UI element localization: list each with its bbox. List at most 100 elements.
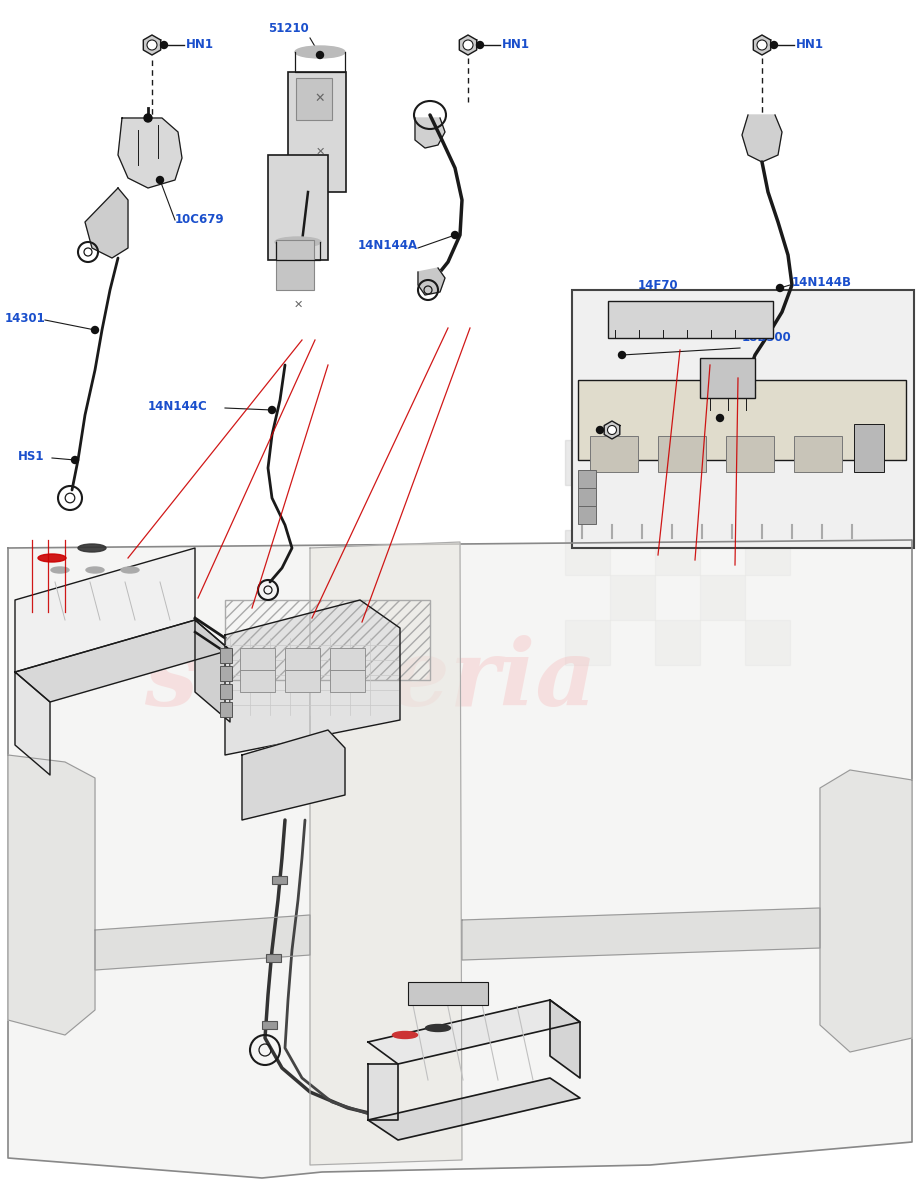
Polygon shape [195, 620, 230, 722]
Text: ✕: ✕ [293, 300, 302, 310]
Bar [272, 876, 287, 884]
Bar [655, 440, 700, 485]
Bar [288, 72, 346, 192]
Bar [220, 648, 232, 662]
Polygon shape [820, 770, 912, 1052]
Polygon shape [118, 118, 182, 188]
Bar [565, 440, 610, 485]
Ellipse shape [295, 46, 345, 58]
Bar [240, 648, 275, 670]
Polygon shape [310, 542, 462, 1165]
Text: 18B300: 18B300 [742, 331, 792, 344]
Polygon shape [242, 730, 345, 820]
Text: HS1: HS1 [18, 450, 44, 462]
Circle shape [72, 456, 78, 463]
Circle shape [477, 42, 483, 48]
Bar [590, 436, 638, 472]
Bar [276, 240, 314, 290]
Ellipse shape [51, 566, 69, 572]
Bar [220, 666, 232, 680]
Circle shape [776, 284, 784, 292]
Text: 14N144C: 14N144C [148, 400, 207, 413]
Bar [578, 506, 596, 524]
Bar [240, 670, 275, 692]
Text: 14N144B: 14N144B [792, 276, 852, 289]
Bar [285, 670, 320, 692]
Ellipse shape [393, 1032, 418, 1038]
Circle shape [147, 40, 157, 50]
Bar [854, 424, 884, 472]
Text: HN1: HN1 [796, 38, 824, 52]
Polygon shape [15, 672, 50, 775]
Polygon shape [418, 268, 445, 295]
Ellipse shape [38, 554, 66, 562]
Polygon shape [143, 35, 160, 55]
Bar [578, 488, 596, 506]
Bar [610, 485, 655, 530]
Polygon shape [15, 620, 230, 702]
Bar [266, 954, 281, 962]
Circle shape [452, 232, 458, 239]
Circle shape [463, 40, 473, 50]
Bar [700, 575, 745, 620]
Text: ✕: ✕ [315, 146, 325, 157]
Text: 14A163: 14A163 [748, 402, 798, 414]
Text: HN2: HN2 [590, 424, 618, 437]
Polygon shape [368, 1000, 580, 1064]
Circle shape [268, 407, 276, 414]
Bar [296, 78, 332, 120]
Bar [220, 702, 232, 716]
Text: 14F70: 14F70 [638, 278, 679, 292]
Bar [726, 436, 774, 472]
Bar [700, 485, 745, 530]
Polygon shape [368, 1078, 580, 1140]
Circle shape [597, 426, 604, 433]
Circle shape [716, 414, 724, 421]
Polygon shape [604, 421, 620, 439]
Text: 14N144A: 14N144A [358, 240, 418, 252]
Bar [565, 620, 610, 665]
Bar [610, 575, 655, 620]
Bar [578, 380, 906, 460]
Circle shape [160, 42, 168, 48]
Bar [608, 301, 773, 338]
Text: HN1: HN1 [502, 38, 530, 52]
Bar [330, 670, 365, 692]
Circle shape [771, 42, 777, 48]
Bar [655, 620, 700, 665]
Text: scuderia: scuderia [144, 635, 597, 725]
Bar [225, 600, 430, 680]
Bar [565, 530, 610, 575]
Bar [268, 155, 328, 260]
Bar [658, 436, 706, 472]
Bar [285, 648, 320, 670]
Bar [745, 620, 790, 665]
Circle shape [316, 52, 324, 59]
Text: HN1: HN1 [186, 38, 214, 52]
Ellipse shape [425, 1025, 451, 1032]
Circle shape [91, 326, 99, 334]
Bar [262, 1021, 277, 1028]
Polygon shape [85, 188, 128, 258]
Ellipse shape [275, 236, 321, 247]
Polygon shape [459, 35, 477, 55]
Polygon shape [550, 1000, 580, 1078]
Text: 51210: 51210 [268, 22, 309, 35]
Ellipse shape [86, 566, 104, 572]
Circle shape [157, 176, 163, 184]
Text: ✕: ✕ [314, 91, 325, 104]
Circle shape [619, 352, 625, 359]
Polygon shape [225, 600, 400, 755]
Polygon shape [742, 115, 782, 162]
Bar [745, 440, 790, 485]
Bar [655, 530, 700, 575]
Polygon shape [462, 908, 820, 960]
Text: 14301: 14301 [5, 312, 46, 324]
Polygon shape [415, 118, 445, 148]
Bar [700, 358, 755, 398]
Polygon shape [95, 916, 310, 970]
Polygon shape [753, 35, 771, 55]
Bar [220, 684, 232, 698]
Bar [330, 648, 365, 670]
Bar [794, 436, 842, 472]
